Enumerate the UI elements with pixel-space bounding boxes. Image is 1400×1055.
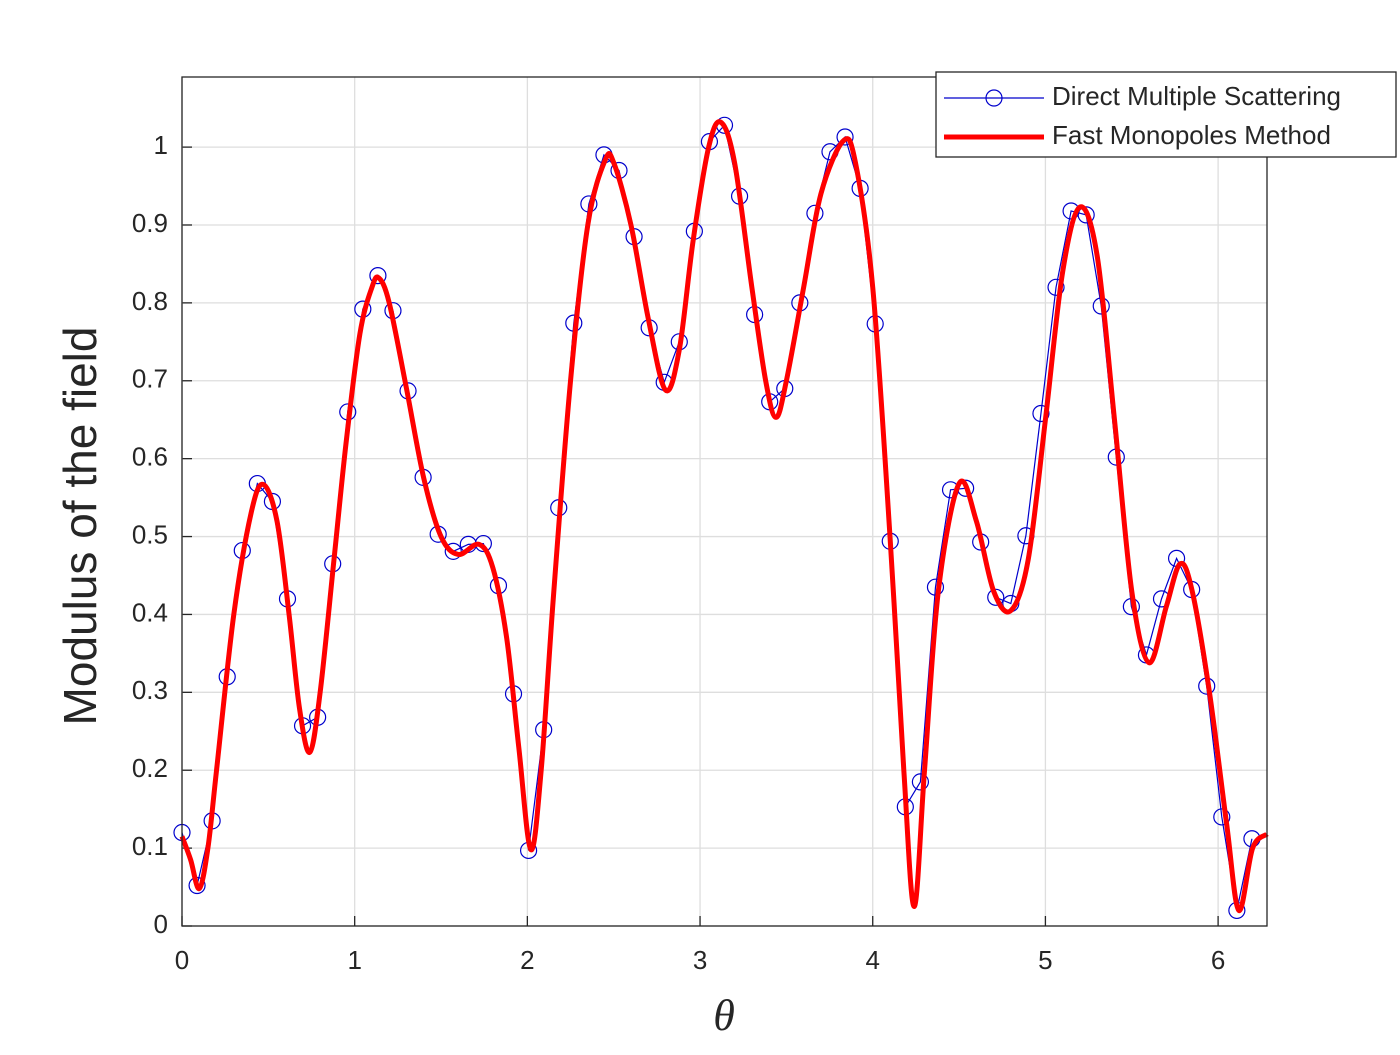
legend-marker: [985, 89, 1003, 107]
y-tick-label: 0.1: [132, 831, 168, 861]
legend-label: Fast Monopoles Method: [1052, 120, 1331, 150]
data-point: [1213, 808, 1231, 826]
data-point: [1077, 206, 1095, 224]
x-axis-label: θ: [713, 991, 735, 1040]
y-tick-label: 0.9: [132, 208, 168, 238]
data-point: [1047, 278, 1065, 296]
y-tick-label: 0: [154, 909, 168, 939]
plot-frame: [181, 76, 1268, 927]
data-point: [987, 588, 1005, 606]
x-tick-label: 5: [1038, 945, 1052, 975]
x-tick-label: 6: [1211, 945, 1225, 975]
data-point: [911, 773, 930, 791]
legend-box: [935, 71, 1397, 158]
y-tick-label: 0.6: [132, 442, 168, 472]
y-tick-label: 0.3: [132, 675, 168, 705]
data-point: [1032, 404, 1050, 423]
x-tick-label: 0: [175, 945, 189, 975]
data-point: [444, 542, 462, 560]
x-tick-label: 4: [865, 945, 879, 975]
y-tick-label: 0.8: [132, 286, 168, 316]
y-tick-label: 0.4: [132, 597, 168, 627]
x-tick-label: 3: [693, 945, 707, 975]
data-point: [369, 267, 387, 285]
legend-label: Direct Multiple Scattering: [1052, 81, 1341, 111]
x-tick-label: 1: [347, 945, 361, 975]
plot-area: [182, 77, 1267, 926]
y-axis-label: Modulus of the field: [54, 327, 106, 726]
y-tick-label: 1: [154, 130, 168, 160]
y-tick-label: 0.2: [132, 753, 168, 783]
y-tick-label: 0.5: [132, 519, 168, 549]
series-line: [179, 119, 1269, 913]
data-point: [836, 128, 854, 146]
x-tick-label: 2: [520, 945, 534, 975]
y-tick-label: 0.7: [132, 364, 168, 394]
